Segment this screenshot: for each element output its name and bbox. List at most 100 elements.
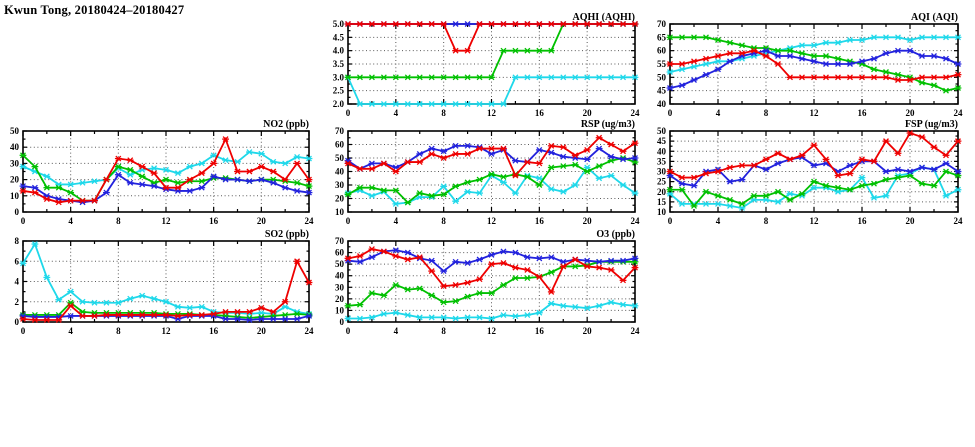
svg-text:8: 8 (764, 108, 769, 118)
svg-text:35: 35 (657, 156, 667, 166)
svg-text:24: 24 (954, 108, 964, 118)
svg-text:4.5: 4.5 (333, 32, 345, 42)
svg-text:20: 20 (10, 175, 20, 185)
svg-text:40: 40 (10, 142, 20, 152)
svg-text:12: 12 (810, 216, 820, 226)
svg-text:NO2 (ppb): NO2 (ppb) (263, 119, 309, 130)
svg-text:30: 30 (335, 180, 345, 190)
chart-rsp: 10 20 30 40 50 60 70 0 4 8 12 16 20 24 RSP (ug/m3) (326, 116, 649, 238)
svg-text:20: 20 (906, 216, 916, 226)
svg-text:8: 8 (441, 326, 446, 336)
svg-text:12: 12 (162, 326, 172, 336)
svg-text:16: 16 (535, 108, 545, 118)
svg-text:70: 70 (335, 236, 345, 246)
svg-text:70: 70 (335, 126, 345, 136)
svg-text:2: 2 (15, 297, 20, 307)
svg-text:4: 4 (394, 216, 399, 226)
svg-text:0: 0 (15, 317, 20, 327)
svg-text:20: 20 (257, 326, 267, 336)
svg-text:20: 20 (335, 294, 345, 304)
svg-text:10: 10 (10, 191, 20, 201)
svg-text:30: 30 (657, 167, 667, 177)
svg-text:40: 40 (657, 146, 667, 156)
svg-text:50: 50 (657, 72, 667, 82)
svg-text:4.0: 4.0 (333, 46, 345, 56)
svg-text:20: 20 (583, 216, 593, 226)
svg-text:24: 24 (631, 326, 641, 336)
chart-aqi: 40 45 50 55 60 65 70 0 4 8 12 16 20 24 AQI (AQI) (648, 9, 972, 130)
svg-text:8: 8 (116, 216, 121, 226)
svg-text:12: 12 (162, 216, 172, 226)
svg-text:50: 50 (335, 153, 345, 163)
svg-text:4: 4 (68, 326, 73, 336)
svg-text:0: 0 (346, 216, 351, 226)
svg-text:12: 12 (487, 216, 497, 226)
svg-text:12: 12 (810, 108, 820, 118)
svg-text:3.0: 3.0 (333, 72, 345, 82)
svg-text:20: 20 (906, 108, 916, 118)
svg-text:AQI (AQI): AQI (AQI) (911, 12, 958, 23)
svg-text:8: 8 (116, 326, 121, 336)
svg-text:0: 0 (340, 317, 345, 327)
chart-aqhi: 2.0 2.5 3.0 3.5 4.0 4.5 5.0 0 4 8 12 16 20 24 AQHI (AQ… (326, 9, 649, 130)
svg-text:5.0: 5.0 (333, 19, 345, 29)
svg-text:6: 6 (15, 256, 20, 266)
svg-text:4: 4 (394, 108, 399, 118)
svg-text:4: 4 (15, 277, 20, 287)
svg-text:60: 60 (657, 46, 667, 56)
svg-text:4: 4 (716, 108, 721, 118)
chart-no2: 0 10 20 30 40 50 0 4 8 12 16 20 24 NO2 (ppb) (1, 116, 323, 238)
svg-text:0: 0 (15, 207, 20, 217)
svg-text:24: 24 (631, 216, 641, 226)
svg-text:0: 0 (346, 108, 351, 118)
svg-text:25: 25 (657, 177, 667, 187)
svg-text:0: 0 (346, 326, 351, 336)
svg-text:24: 24 (954, 216, 964, 226)
svg-text:4: 4 (394, 326, 399, 336)
svg-text:30: 30 (335, 282, 345, 292)
svg-text:50: 50 (335, 259, 345, 269)
svg-text:20: 20 (657, 187, 667, 197)
svg-text:10: 10 (335, 305, 345, 315)
svg-text:8: 8 (15, 236, 20, 246)
svg-text:16: 16 (858, 108, 868, 118)
svg-text:65: 65 (657, 32, 667, 42)
svg-text:40: 40 (657, 99, 667, 109)
svg-text:60: 60 (335, 140, 345, 150)
svg-text:4: 4 (716, 216, 721, 226)
svg-text:10: 10 (335, 207, 345, 217)
svg-text:0: 0 (668, 216, 673, 226)
svg-text:16: 16 (858, 216, 868, 226)
svg-text:40: 40 (335, 167, 345, 177)
svg-text:16: 16 (209, 326, 219, 336)
svg-text:24: 24 (631, 108, 641, 118)
svg-text:RSP (ug/m3): RSP (ug/m3) (581, 119, 635, 130)
svg-text:16: 16 (209, 216, 219, 226)
svg-text:0: 0 (21, 326, 26, 336)
svg-text:4: 4 (68, 216, 73, 226)
svg-text:16: 16 (535, 216, 545, 226)
svg-text:50: 50 (657, 126, 667, 136)
svg-text:8: 8 (764, 216, 769, 226)
svg-text:55: 55 (657, 59, 667, 69)
svg-text:3.5: 3.5 (333, 59, 345, 69)
svg-text:20: 20 (583, 108, 593, 118)
svg-text:AQHI (AQHI): AQHI (AQHI) (573, 12, 636, 23)
svg-text:FSP (ug/m3): FSP (ug/m3) (905, 119, 958, 130)
svg-text:0: 0 (668, 108, 673, 118)
svg-text:24: 24 (305, 326, 315, 336)
svg-text:24: 24 (305, 216, 315, 226)
svg-text:0: 0 (21, 216, 26, 226)
svg-text:30: 30 (10, 158, 20, 168)
svg-text:12: 12 (487, 326, 497, 336)
svg-text:2.0: 2.0 (333, 99, 345, 109)
svg-text:SO2 (ppb): SO2 (ppb) (265, 229, 309, 240)
svg-text:8: 8 (441, 216, 446, 226)
svg-text:20: 20 (583, 326, 593, 336)
svg-text:O3 (ppb): O3 (ppb) (596, 229, 635, 240)
svg-text:60: 60 (335, 248, 345, 258)
svg-text:20: 20 (257, 216, 267, 226)
svg-text:45: 45 (657, 136, 667, 146)
svg-text:10: 10 (657, 207, 667, 217)
